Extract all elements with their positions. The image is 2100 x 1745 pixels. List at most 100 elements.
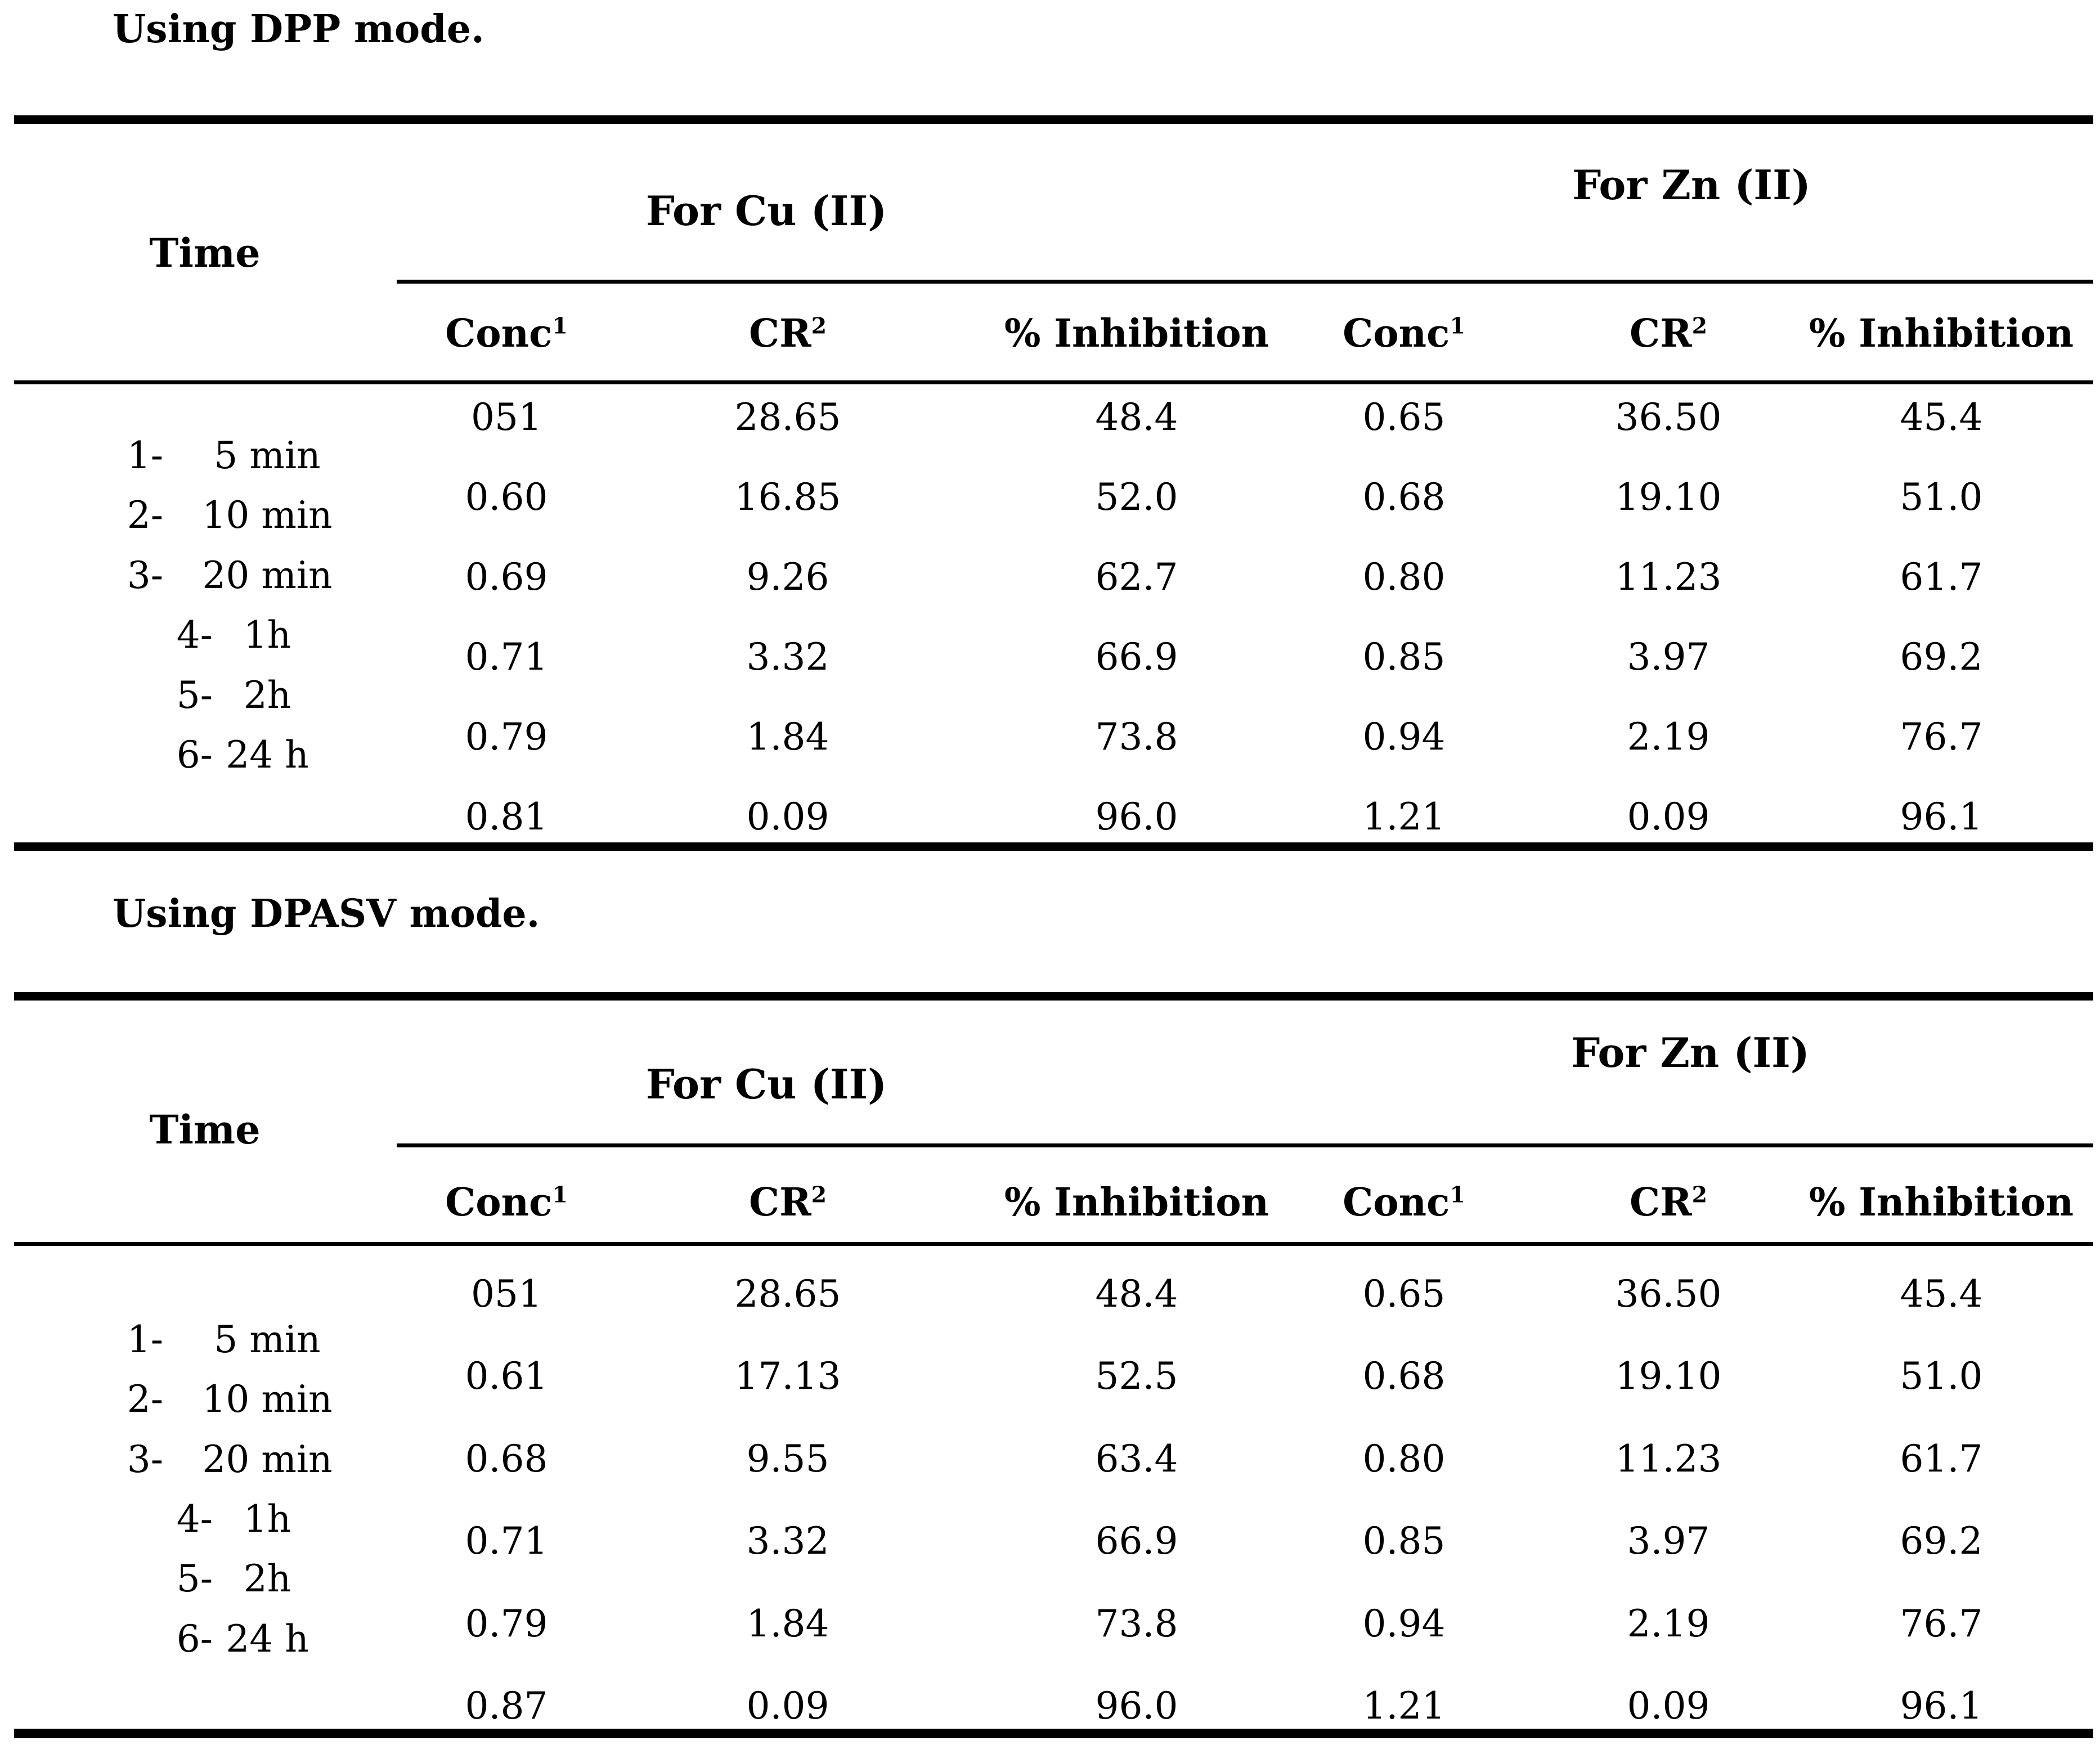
data-cell: 1.21 xyxy=(1362,795,1446,838)
time-column-header: Time xyxy=(149,1106,261,1153)
data-cell: 45.4 xyxy=(1900,1272,1983,1316)
data-cell: 0.65 xyxy=(1362,396,1446,439)
time-label: 24 h xyxy=(226,733,309,777)
data-cell: 9.26 xyxy=(746,555,829,599)
column-header: Conc1 xyxy=(1291,310,1516,357)
row-number-label: 1- xyxy=(127,1318,163,1361)
group-header-zn: For Zn (II) xyxy=(1571,1029,1810,1076)
data-cell: 61.7 xyxy=(1900,1437,1983,1481)
time-row: 2- 10 min xyxy=(34,492,371,539)
data-cell: 0.80 xyxy=(1362,555,1446,599)
group-header-cu: For Cu (II) xyxy=(645,187,887,235)
time-label: 1h xyxy=(243,1497,291,1541)
time-row: 3- 20 min xyxy=(34,552,371,599)
column-header-text: CR xyxy=(748,311,811,356)
data-cell: 69.2 xyxy=(1900,1519,1983,1563)
data-cell: 17.13 xyxy=(734,1354,841,1398)
column-header-text: CR xyxy=(1629,1180,1692,1225)
row-number-label: 4- xyxy=(176,1497,213,1541)
column-header: CR2 xyxy=(1556,1179,1781,1226)
data-cell: 0.85 xyxy=(1362,1519,1446,1563)
group-header-cu: For Cu (II) xyxy=(645,1060,887,1108)
time-label: 24 h xyxy=(226,1617,309,1661)
column-header: % Inhibition xyxy=(979,1179,1294,1226)
data-cell: 73.8 xyxy=(1095,715,1178,759)
table-top-rule xyxy=(14,992,2093,1001)
column-header: % Inhibition xyxy=(1784,1179,2099,1226)
data-cell: 0.09 xyxy=(1627,795,1710,838)
data-cell: 76.7 xyxy=(1900,715,1983,759)
data-cell: 76.7 xyxy=(1900,1602,1983,1645)
data-cell: 51.0 xyxy=(1900,1354,1983,1398)
row-number-label: 3- xyxy=(127,554,163,597)
column-header-text: Conc xyxy=(445,311,553,356)
column-header-text: CR xyxy=(1629,311,1692,356)
time-row: 4- 1h xyxy=(34,1496,371,1543)
data-cell: 3.97 xyxy=(1627,635,1710,679)
time-row: 4- 1h xyxy=(34,612,371,659)
data-cell: 36.50 xyxy=(1615,396,1722,439)
time-row: 5- 2h xyxy=(34,1555,371,1603)
table-bottom-rule xyxy=(14,842,2093,851)
data-cell: 1.84 xyxy=(746,715,829,759)
time-column-header: Time xyxy=(149,230,261,276)
data-cell: 0.65 xyxy=(1362,1272,1446,1316)
data-cell: 0.80 xyxy=(1362,1437,1446,1481)
subheader-rule xyxy=(397,280,2093,284)
group-header-zn: For Zn (II) xyxy=(1572,161,1811,209)
column-header: % Inhibition xyxy=(1784,310,2099,357)
column-header-text: CR xyxy=(748,1180,811,1225)
data-cell: 11.23 xyxy=(1615,1437,1722,1481)
time-label: 10 min xyxy=(202,494,333,537)
time-label: 5 min xyxy=(214,1318,321,1361)
table-row: 0.71 3.32 66.9 0.85 3.97 69.2 xyxy=(0,634,2100,681)
time-label: 20 min xyxy=(202,554,333,597)
column-header: Conc1 xyxy=(394,1179,619,1226)
row-number-label: 5- xyxy=(176,1557,213,1600)
data-cell: 0.79 xyxy=(465,1602,548,1645)
time-row: 3- 20 min xyxy=(34,1436,371,1483)
row-number-label: 2- xyxy=(127,1378,163,1421)
data-cell: 0.85 xyxy=(1362,635,1446,679)
data-cell: 0.09 xyxy=(746,1684,829,1728)
data-cell: 16.85 xyxy=(734,475,841,519)
column-header-text: Conc xyxy=(1343,311,1450,356)
data-cell: 0.87 xyxy=(465,1684,548,1728)
data-cell: 52.0 xyxy=(1095,475,1178,519)
data-cell: 45.4 xyxy=(1900,396,1983,439)
row-number-label: 1- xyxy=(127,434,163,477)
table-row: 0.61 17.13 52.5 0.68 19.10 51.0 xyxy=(0,1353,2100,1400)
column-header: CR2 xyxy=(675,310,900,357)
data-cell: 0.71 xyxy=(465,635,548,679)
data-cell: 48.4 xyxy=(1095,1272,1178,1316)
column-header: CR2 xyxy=(675,1179,900,1226)
data-cell: 0.81 xyxy=(465,795,548,838)
time-label: 1h xyxy=(243,613,291,657)
time-row: 1- 5 min xyxy=(34,1316,371,1363)
column-header-sup: 1 xyxy=(1450,1182,1465,1208)
column-header-text: Conc xyxy=(445,1180,553,1225)
table-row: 0.87 0.09 96.0 1.21 0.09 96.1 xyxy=(0,1683,2100,1730)
data-cell: 3.32 xyxy=(746,635,829,679)
data-cell: 73.8 xyxy=(1095,1602,1178,1645)
column-header-sup: 1 xyxy=(552,313,568,339)
data-cell: 0.09 xyxy=(1627,1684,1710,1728)
subheader-rule xyxy=(397,1143,2093,1147)
time-label: 20 min xyxy=(202,1438,333,1481)
data-cell: 48.4 xyxy=(1095,396,1178,439)
time-row: 2- 10 min xyxy=(34,1376,371,1423)
column-header-text: % Inhibition xyxy=(1004,311,1269,356)
column-header-sup: 2 xyxy=(1691,1182,1708,1208)
data-cell: 61.7 xyxy=(1900,555,1983,599)
data-cell: 0.79 xyxy=(465,715,548,759)
data-cell: 66.9 xyxy=(1095,1519,1178,1563)
table-title: Using DPP mode. xyxy=(113,7,484,52)
data-cell: 28.65 xyxy=(734,1272,841,1316)
table-row: 0.60 16.85 52.0 0.68 19.10 51.0 xyxy=(0,474,2100,521)
data-cell: 19.10 xyxy=(1615,475,1722,519)
time-row: 6- 24 h xyxy=(34,1616,371,1663)
data-cell: 28.65 xyxy=(734,396,841,439)
data-cell: 2.19 xyxy=(1627,715,1710,759)
data-cell: 3.32 xyxy=(746,1519,829,1563)
data-cell: 62.7 xyxy=(1095,555,1178,599)
